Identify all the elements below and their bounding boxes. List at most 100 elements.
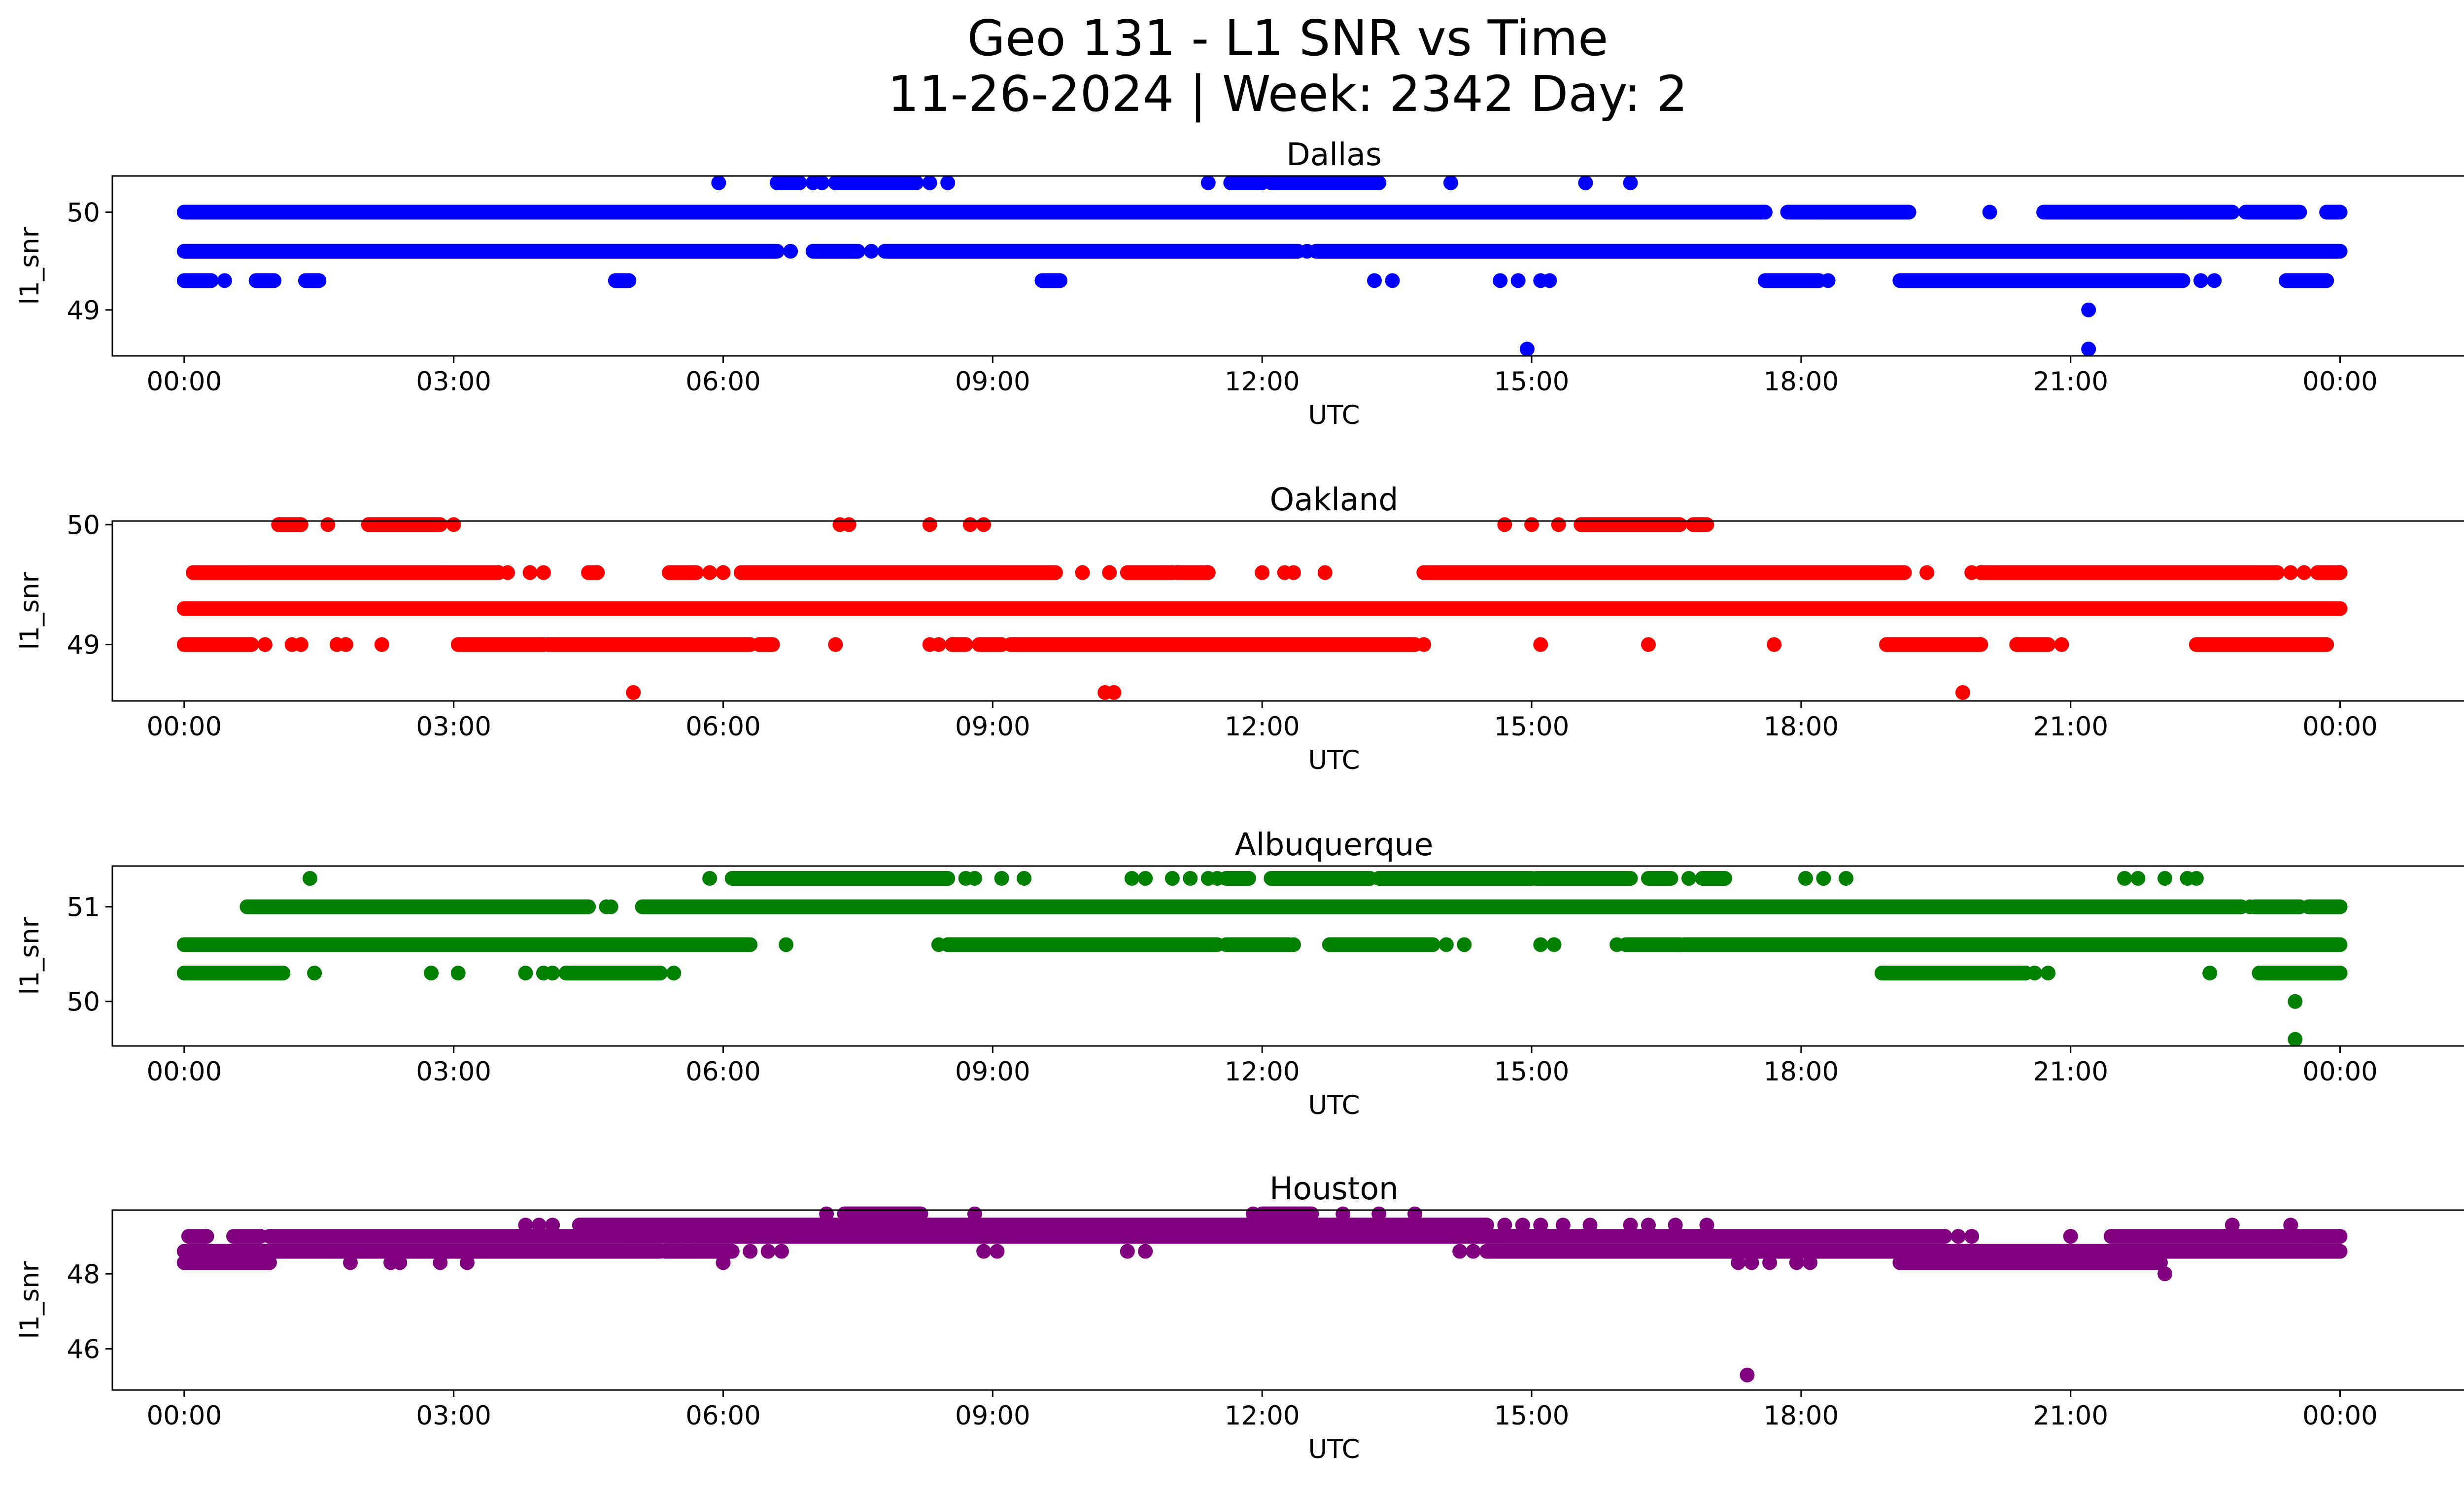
panel.2.level-50.3.point-9 xyxy=(2202,966,2218,981)
panel.1.level-49.6.point-6 xyxy=(1102,565,1117,580)
panel.3.level-49.3.point-3 xyxy=(1497,1217,1512,1233)
panel.3.level-48.3.point-9 xyxy=(1789,1255,1804,1270)
panel.3.level-49.6.point-0 xyxy=(819,1206,834,1221)
panel.3.level-49.3.point-6 xyxy=(1555,1217,1571,1233)
panel.1.level-49.6.point-9 xyxy=(1286,565,1301,580)
panel.1.level-49.0.run-6 xyxy=(1003,637,1423,652)
panel.3.level-49.3.point-5 xyxy=(1533,1217,1548,1233)
panel.0.level-49.3.point-6 xyxy=(1542,273,1557,288)
panel.1.level-49.6.point-0 xyxy=(500,565,515,580)
panel.3.level-49.3.point-11 xyxy=(1699,1217,1714,1233)
panel.2.level-51.3.point-1 xyxy=(702,870,718,886)
panel.1.level-49.6.point-12 xyxy=(1964,565,1980,580)
panel.0.xtick-label-2: 06:00 xyxy=(685,367,761,397)
panel.1.data-points xyxy=(176,517,2348,700)
panel.3.level-49.6.run-1 xyxy=(1255,1206,1319,1221)
panel.0.level-49.6.point-0 xyxy=(783,243,798,259)
panel.3.level-48.3.point-6 xyxy=(1731,1255,1746,1270)
panel.2.level-50.3.point-3 xyxy=(518,966,533,981)
panel.1.level-49.6.run-4 xyxy=(1120,565,1180,580)
panel.0.data-points xyxy=(176,175,2348,357)
panel.1.level-49.0.point-11 xyxy=(1641,637,1656,652)
panel.1.level-49.0.point-10 xyxy=(1533,637,1548,652)
panel.0.level-49.3.run-3 xyxy=(608,273,637,288)
panel.3.level-49.0.run-2 xyxy=(262,1229,1952,1244)
panel.3.ylabel: l1_snr xyxy=(15,1261,45,1339)
panel.2.level-50.6.point-0 xyxy=(779,937,794,952)
panel.3.level-49.0.point-1 xyxy=(1964,1229,1980,1244)
panel.3.level-49.6.point-2 xyxy=(1245,1206,1261,1221)
panel.3.level-48.6.point-2 xyxy=(743,1244,758,1259)
panel.1.level-49.0.run-8 xyxy=(2009,637,2056,652)
panel.2.level-51.0.run-3 xyxy=(2301,899,2348,914)
panel.2.level-50.3.point-8 xyxy=(2041,966,2056,981)
panel.1.series-level-48.6 xyxy=(626,685,1970,700)
panel.0.level-50.3.point-3 xyxy=(922,175,937,190)
panel.2.level-50.6.point-2 xyxy=(1286,937,1301,952)
panel.3.level-48.6.run-2 xyxy=(1479,1244,2348,1259)
panel.0.level-49.6.run-1 xyxy=(805,243,865,259)
panel.3.level-49.3.point-1 xyxy=(531,1217,547,1233)
panel.1.level-50.0.run-2 xyxy=(1574,517,1687,532)
panel.2.level-51.3.point-20 xyxy=(2189,870,2204,886)
panel.0.xlabel: UTC xyxy=(1308,400,1360,430)
panel.3.level-48.3.point-2 xyxy=(392,1255,408,1270)
panel.1.level-49.0.point-5 xyxy=(374,637,389,652)
panel.0.title: Dallas xyxy=(1286,137,1382,173)
panel.2.level-51.3.point-11 xyxy=(1210,870,1225,886)
panel.1.xtick-label-1: 03:00 xyxy=(416,712,491,742)
panel.3.ytick-label-1: 48 xyxy=(67,1259,100,1289)
panel.1.series-level-49.6 xyxy=(186,565,2348,580)
panel.1.level-49.0.run-2 xyxy=(541,637,758,652)
panel.2.xtick-label-7: 21:00 xyxy=(2033,1057,2108,1087)
panel.1.level-49.0.point-12 xyxy=(1767,637,1782,652)
panel.0.level-49.3.run-1 xyxy=(248,273,282,288)
panel.2.series-level-50.0 xyxy=(2288,994,2303,1009)
panel.1.level-50.0.point-1 xyxy=(446,517,461,532)
panel.3.level-49.6.point-1 xyxy=(967,1206,982,1221)
figure-title-line1: Geo 131 - L1 SNR vs Time xyxy=(967,9,1608,67)
panel.2.xlabel: UTC xyxy=(1308,1090,1360,1120)
panel.3.xtick-label-2: 06:00 xyxy=(685,1401,761,1431)
panel.0.level-49.3.point-3 xyxy=(1493,273,1508,288)
panel.2.xtick-label-2: 06:00 xyxy=(685,1057,761,1087)
panel.3.data-points xyxy=(176,1206,2348,1383)
panel.2.level-51.3.run-4 xyxy=(1529,870,1638,886)
panel.1.xtick-label-5: 15:00 xyxy=(1494,712,1570,742)
panel.2.level-51.3.point-14 xyxy=(1816,870,1831,886)
panel.0.xtick-label-0: 00:00 xyxy=(146,367,222,397)
panel.0.level-50.3.run-0 xyxy=(769,175,807,190)
panel.3.level-48.3.point-0 xyxy=(343,1255,358,1270)
panel.0.level-49.3.point-4 xyxy=(1510,273,1526,288)
panel.3.level-48.6.point-5 xyxy=(976,1244,992,1259)
panel.0.level-49.6.run-3 xyxy=(1308,243,2348,259)
panel.2.level-51.3.point-4 xyxy=(994,870,1009,886)
panel.2.series-level-51.3 xyxy=(303,870,2204,886)
panel.0.level-50.3.point-5 xyxy=(1200,175,1216,190)
panel.3.level-49.3.point-8 xyxy=(1623,1217,1638,1233)
panel.3.level-49.6.point-3 xyxy=(1335,1206,1351,1221)
panel.1.series-level-50.0 xyxy=(271,517,1714,532)
panel.3.title: Houston xyxy=(1269,1171,1399,1207)
panel.1.level-49.0.point-8 xyxy=(931,637,946,652)
panel.3.level-49.3.point-2 xyxy=(545,1217,560,1233)
panel.0.level-50.0.run-0 xyxy=(176,205,1773,220)
panel.2.level-51.3.run-6 xyxy=(1695,870,1732,886)
panel.1.level-49.6.run-3 xyxy=(733,565,1063,580)
panel.2.series-level-49.6 xyxy=(2288,1032,2303,1047)
panel.2.level-51.0.point-1 xyxy=(603,899,618,914)
panel.1.level-49.6.run-7 xyxy=(1973,565,2285,580)
panel.2.xtick-label-3: 09:00 xyxy=(955,1057,1030,1087)
panel.3.level-49.0.point-2 xyxy=(2063,1229,2078,1244)
panel.2.level-51.0.run-0 xyxy=(240,899,596,914)
panel.3.series-level-48.0 xyxy=(2157,1266,2173,1282)
panel.2.level-51.0.run-2 xyxy=(2247,899,2307,914)
panel.0.xtick-label-8: 00:00 xyxy=(2302,367,2378,397)
panel.3.xtick-label-8: 00:00 xyxy=(2302,1401,2378,1431)
panel.0.xtick-label-7: 21:00 xyxy=(2033,367,2108,397)
panel.1.ytick-label-0: 49 xyxy=(67,630,100,661)
panel.0.series-level-50.0 xyxy=(176,205,2348,220)
panel.2.level-50.3.run-0 xyxy=(176,966,291,981)
panel.2.level-49.6.point-0 xyxy=(2288,1032,2303,1047)
panel.2.title: Albuquerque xyxy=(1235,827,1434,863)
